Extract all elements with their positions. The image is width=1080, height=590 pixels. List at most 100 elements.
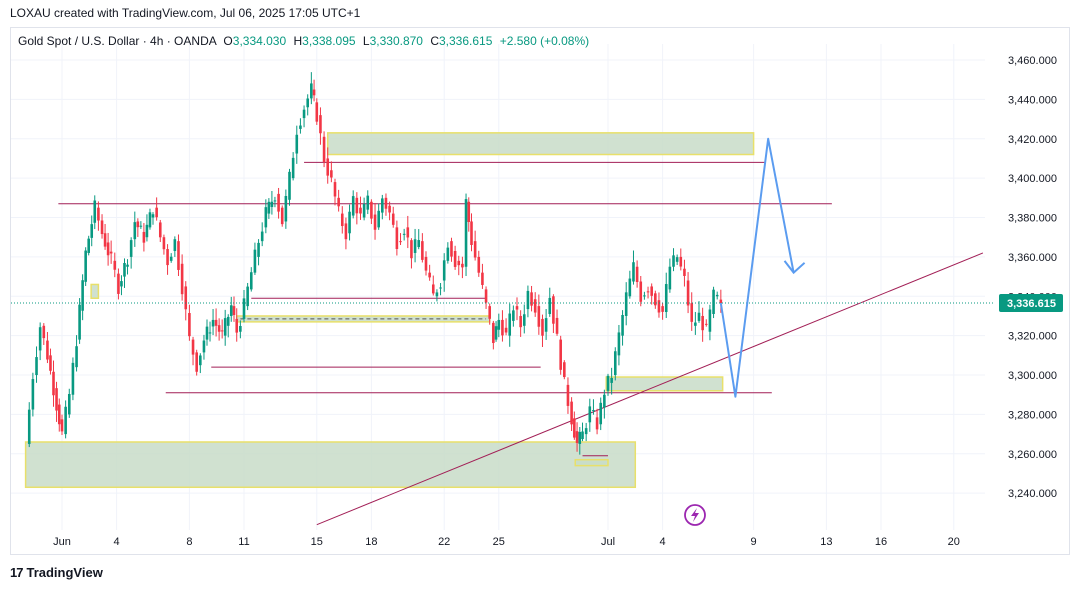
tradingview-brand[interactable]: 17 TradingView: [10, 565, 103, 580]
supply-demand-zone: [326, 132, 755, 156]
candle-body: [694, 322, 697, 326]
candle-body: [395, 227, 399, 250]
candle-body: [87, 238, 90, 253]
high-label: H: [293, 34, 303, 48]
candle-body: [31, 379, 35, 410]
supply-demand-zone: [24, 441, 637, 489]
candle-body: [481, 272, 484, 285]
candle-body: [299, 125, 302, 129]
candle-body: [492, 322, 495, 344]
candle-body: [177, 241, 180, 270]
price-tick-label: 3,300.000: [1008, 370, 1057, 382]
lightning-icon[interactable]: [684, 504, 706, 526]
candle-body: [295, 134, 299, 154]
time-tick-label: 4: [660, 536, 666, 548]
time-tick-label: 22: [438, 536, 450, 548]
price-tick-label: 3,260.000: [1008, 449, 1057, 461]
time-axis[interactable]: Jun 4 8 11 15 18 22 25 Jul 4 9 13 16 20: [53, 536, 960, 548]
candle-body: [315, 102, 319, 122]
candle-body: [603, 394, 606, 408]
candle-body: [570, 401, 573, 425]
candle-body: [668, 266, 672, 290]
time-tick-label: 4: [114, 536, 120, 548]
candle-body: [38, 327, 42, 351]
candle-body: [650, 286, 653, 296]
candle-body: [344, 223, 348, 240]
price-tick-label: 3,320.000: [1008, 331, 1057, 343]
symbol-title: Gold Spot / U.S. Dollar · 4h · OANDA: [18, 34, 217, 48]
candle-body: [84, 250, 87, 282]
price-axis[interactable]: 3,240.000 3,260.000 3,280.000 3,300.000 3,32…: [999, 55, 1063, 500]
candle-body: [672, 255, 675, 267]
candle-body: [310, 83, 313, 99]
candle-body: [719, 299, 723, 303]
candle-body: [173, 239, 177, 251]
candle-body: [42, 325, 46, 339]
candle-body: [686, 280, 690, 306]
candle-body: [606, 375, 610, 391]
candle-body: [461, 263, 464, 268]
candle-body: [559, 339, 562, 370]
time-tick-label: 11: [238, 536, 249, 548]
candle-body: [575, 431, 579, 443]
candle-body: [123, 263, 126, 277]
candle-body: [497, 319, 501, 330]
candle-body: [100, 220, 104, 235]
candle-body: [446, 247, 450, 261]
ohlc-legend: Gold Spot / U.S. Dollar · 4h · OANDA O3,…: [18, 34, 589, 48]
candle-body: [413, 239, 417, 253]
candle-body: [162, 237, 166, 250]
price-tick-label: 3,400.000: [1008, 173, 1057, 185]
candle-body: [439, 287, 442, 289]
candle-body: [563, 362, 566, 378]
candle-body: [526, 290, 530, 310]
candle-body: [151, 214, 155, 218]
time-tick-label: 15: [311, 536, 323, 548]
candle-body: [373, 214, 377, 230]
high-value: 3,338.095: [302, 34, 356, 48]
candle-body: [508, 313, 512, 336]
candle-body: [544, 318, 548, 332]
candle-body: [280, 207, 284, 225]
candle-body: [322, 136, 326, 162]
candle-body: [180, 263, 184, 295]
price-tick-label: 3,440.000: [1008, 94, 1057, 106]
candle-body: [657, 300, 661, 313]
candle-body: [530, 292, 533, 306]
candle-body: [467, 201, 471, 223]
candle-body: [391, 213, 395, 225]
time-tick-label: 20: [948, 536, 960, 548]
last-price-badge: [999, 293, 1063, 312]
candle-body: [52, 371, 55, 396]
open-label: O: [223, 34, 233, 48]
candle-body: [548, 297, 552, 315]
candle-body: [220, 330, 224, 332]
candle-body: [235, 318, 239, 333]
candle-body: [366, 195, 370, 210]
candle-body: [708, 309, 712, 332]
candle-body: [712, 289, 715, 315]
candle-body: [60, 419, 64, 432]
candle-body: [654, 293, 657, 306]
candle-body: [417, 240, 421, 248]
candle-body: [683, 268, 686, 276]
candle-body: [646, 291, 650, 293]
candle-body: [624, 292, 628, 316]
candle-body: [129, 240, 133, 257]
candle-body: [239, 325, 242, 332]
candle-body: [578, 431, 582, 444]
candle-body: [158, 222, 162, 238]
candle-body: [410, 240, 413, 259]
candle-body: [205, 326, 209, 340]
candle-body: [635, 266, 639, 282]
candle-body: [584, 428, 588, 435]
candle-body: [504, 327, 508, 333]
price-tick-label: 3,360.000: [1008, 252, 1057, 264]
candle-body: [277, 193, 280, 212]
chart-frame: [10, 27, 1070, 555]
open-value: 3,334.030: [232, 34, 287, 48]
candle-body: [202, 340, 206, 353]
candle-body: [555, 317, 559, 334]
candles-layer: [27, 72, 723, 455]
